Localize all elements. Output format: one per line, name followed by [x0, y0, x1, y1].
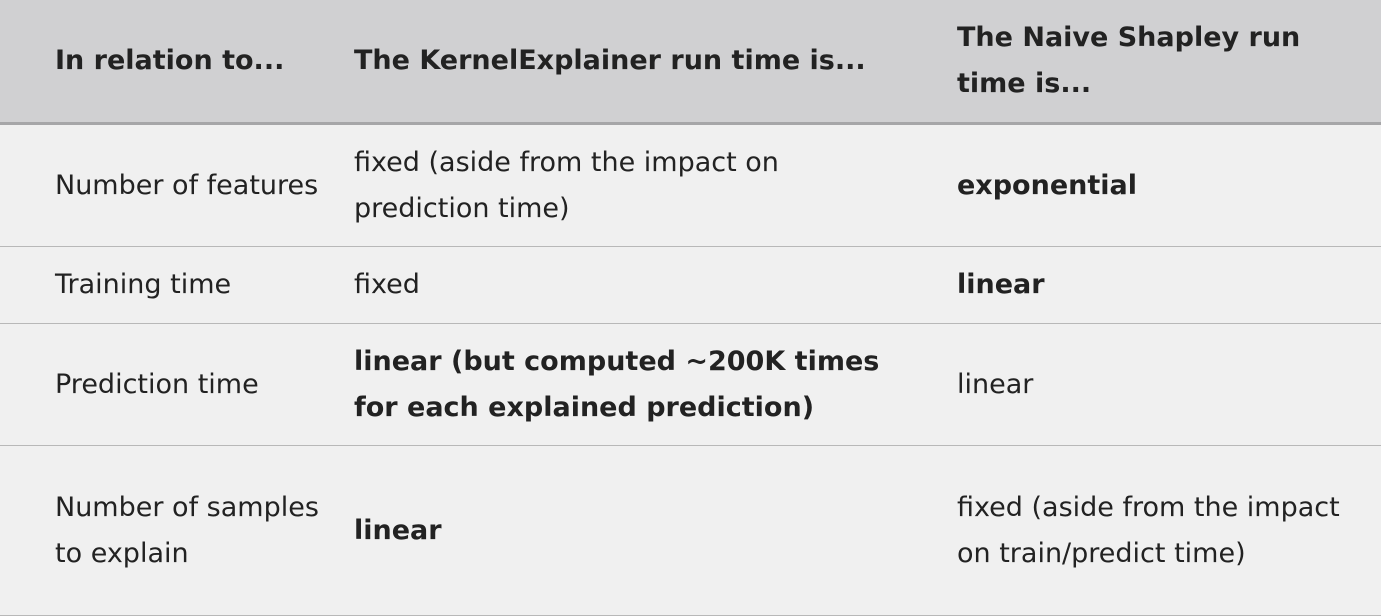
cell-naive: linear [957, 247, 1367, 323]
header-label: The Naive Shapley run time is... [957, 22, 1301, 99]
cell-naive: fixed (aside from the impact on train/pr… [957, 446, 1367, 615]
header-label: The KernelExplainer run time is... [354, 45, 866, 76]
table-row: Prediction time linear (but computed ~20… [0, 324, 1381, 446]
header-cell-relation: In relation to... [55, 0, 325, 122]
table-row: Number of features fixed (aside from the… [0, 125, 1381, 247]
cell-kernel: linear (but computed ~200K times for eac… [354, 324, 914, 445]
cell-kernel: linear [354, 446, 914, 615]
header-label: In relation to... [55, 45, 285, 76]
cell-text: Training time [55, 269, 232, 300]
cell-relation: Number of features [55, 125, 325, 246]
cell-text: linear [957, 368, 1034, 400]
table-header: In relation to... The KernelExplainer ru… [0, 0, 1381, 125]
cell-text: fixed (aside from the impact on predicti… [354, 146, 779, 224]
cell-text: fixed (aside from the impact on train/pr… [957, 491, 1340, 569]
cell-text: Number of samples to explain [55, 491, 319, 569]
cell-text: linear [957, 269, 1045, 300]
table-row: Number of samples to explain linear fixe… [0, 446, 1381, 616]
cell-kernel: fixed (aside from the impact on predicti… [354, 125, 914, 246]
cell-naive: exponential [957, 125, 1367, 246]
header-cell-kernel: The KernelExplainer run time is... [354, 0, 914, 122]
table-row: Training time fixed linear [0, 247, 1381, 324]
cell-relation: Number of samples to explain [55, 446, 325, 615]
cell-relation: Training time [55, 247, 325, 323]
cell-text: fixed [354, 269, 420, 300]
cell-text: exponential [957, 169, 1137, 201]
cell-text: linear [354, 514, 442, 546]
cell-naive: linear [957, 324, 1367, 445]
cell-text: Number of features [55, 169, 319, 201]
header-cell-naive: The Naive Shapley run time is... [957, 0, 1367, 122]
cell-relation: Prediction time [55, 324, 325, 445]
cell-text: Prediction time [55, 368, 259, 400]
cell-kernel: fixed [354, 247, 914, 323]
cell-text: linear (but computed ~200K times for eac… [354, 345, 880, 423]
